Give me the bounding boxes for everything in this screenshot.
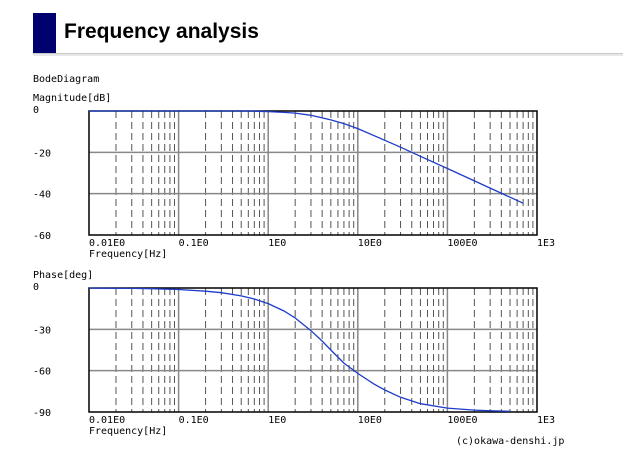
phase-x-axis-label: Frequency[Hz] (89, 426, 167, 437)
magnitude-y-tick-label: -60 (33, 231, 51, 242)
page-header: Frequency analysis (0, 0, 623, 62)
magnitude-y-tick-label: -20 (33, 148, 51, 159)
phase-y-tick-label: -60 (33, 367, 51, 378)
phase-x-tick-label: 0.1E0 (179, 415, 209, 426)
phase-y-tick-label: 0 (33, 282, 39, 293)
magnitude-x-tick-label: 10E0 (358, 238, 382, 249)
magnitude-y-axis-label: Magnitude[dB] (33, 93, 111, 104)
header-divider-shadow (33, 54, 623, 56)
phase-y-axis-label: Phase[deg] (33, 270, 93, 281)
phase-chart: Phase[deg]0 -30 -60 -90 0.01E0 0.1E0 1E0 10E0 10… (33, 270, 555, 437)
phase-x-tick-label: 100E0 (447, 415, 477, 426)
bode-diagram-title: BodeDiagram (33, 74, 99, 85)
magnitude-x-tick-label: 1E0 (268, 238, 286, 249)
magnitude-x-tick-label: 1E3 (537, 238, 555, 249)
magnitude-x-tick-label: 0.01E0 (89, 238, 125, 249)
header-divider (33, 53, 623, 54)
magnitude-x-tick-label: 0.1E0 (179, 238, 209, 249)
magnitude-y-tick-label: -40 (33, 190, 51, 201)
phase-x-tick-label: 0.01E0 (89, 415, 125, 426)
phase-series-line (88, 287, 511, 412)
phase-y-tick-label: -90 (33, 408, 51, 419)
phase-plot-frame (88, 287, 538, 413)
header-accent-block (33, 13, 56, 55)
copyright-text: (c)okawa-denshi.jp (456, 436, 564, 447)
magnitude-x-axis-label: Frequency[Hz] (89, 249, 167, 260)
page-title: Frequency analysis (64, 20, 259, 43)
magnitude-x-tick-label: 100E0 (447, 238, 477, 249)
magnitude-series-line (89, 110, 524, 204)
magnitude-plot-frame (88, 110, 538, 236)
magnitude-chart: Magnitude[dB]0 -20 -40 -60 0.01E0 0.1E0 1E0 10E… (33, 93, 555, 260)
magnitude-y-tick-label: 0 (33, 105, 39, 116)
phase-x-tick-label: 1E3 (537, 415, 555, 426)
phase-x-tick-label: 10E0 (358, 415, 382, 426)
phase-y-tick-label: -30 (33, 325, 51, 336)
phase-x-tick-label: 1E0 (268, 415, 286, 426)
